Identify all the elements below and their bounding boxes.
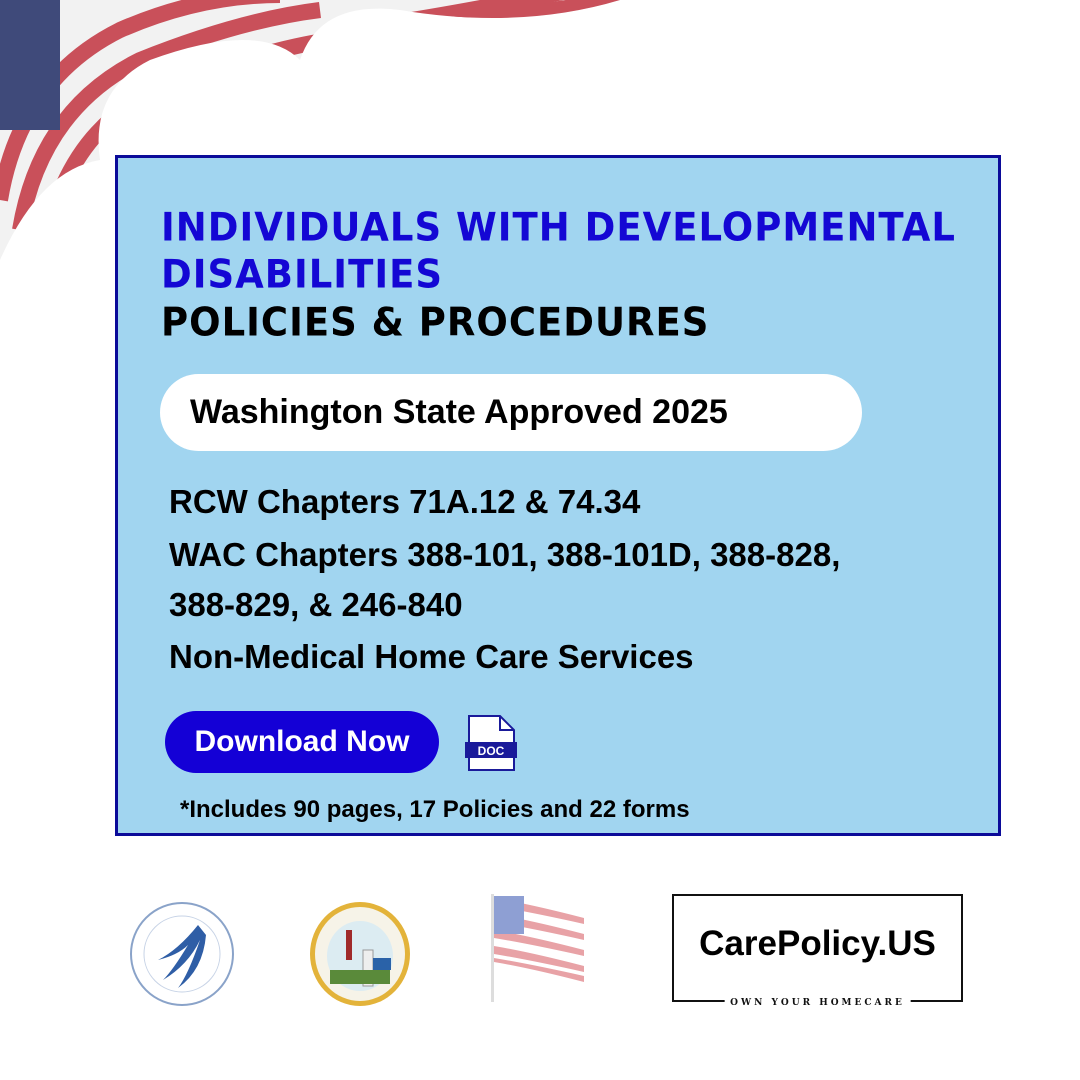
download-now-button[interactable]: Download Now	[165, 711, 439, 773]
approval-badge: Washington State Approved 2025	[160, 374, 862, 451]
detail-line: RCW Chapters 71A.12 & 74.34	[169, 483, 641, 520]
hhs-seal-logo	[130, 902, 234, 1006]
subtitle: POLICIES & PROCEDURES	[161, 299, 710, 346]
us-flag-logo	[491, 894, 584, 1002]
detail-line: WAC Chapters 388-101, 388-101D, 388-828,	[169, 536, 841, 573]
detail-line: Non-Medical Home Care Services	[169, 638, 694, 675]
brand-name: CarePolicy.US	[699, 924, 936, 963]
detail-line: 388-829, & 246-840	[169, 586, 463, 623]
promo-panel: INDIVIDUALS WITH DEVELOPMENTAL DISABILIT…	[115, 155, 1001, 836]
dc-seal-logo	[310, 902, 410, 1006]
brand-tagline: OWN YOUR HOMECARE	[724, 998, 911, 1008]
carepolicy-logo: CarePolicy.US OWN YOUR HOMECARE	[672, 894, 963, 1008]
title-line-1: INDIVIDUALS WITH DEVELOPMENTAL	[161, 204, 957, 251]
doc-file-icon[interactable]: DOC	[464, 714, 518, 772]
title-line-2: DISABILITIES	[161, 251, 444, 298]
doc-icon-label: DOC	[478, 744, 505, 758]
includes-note: *Includes 90 pages, 17 Policies and 22 f…	[180, 796, 690, 823]
